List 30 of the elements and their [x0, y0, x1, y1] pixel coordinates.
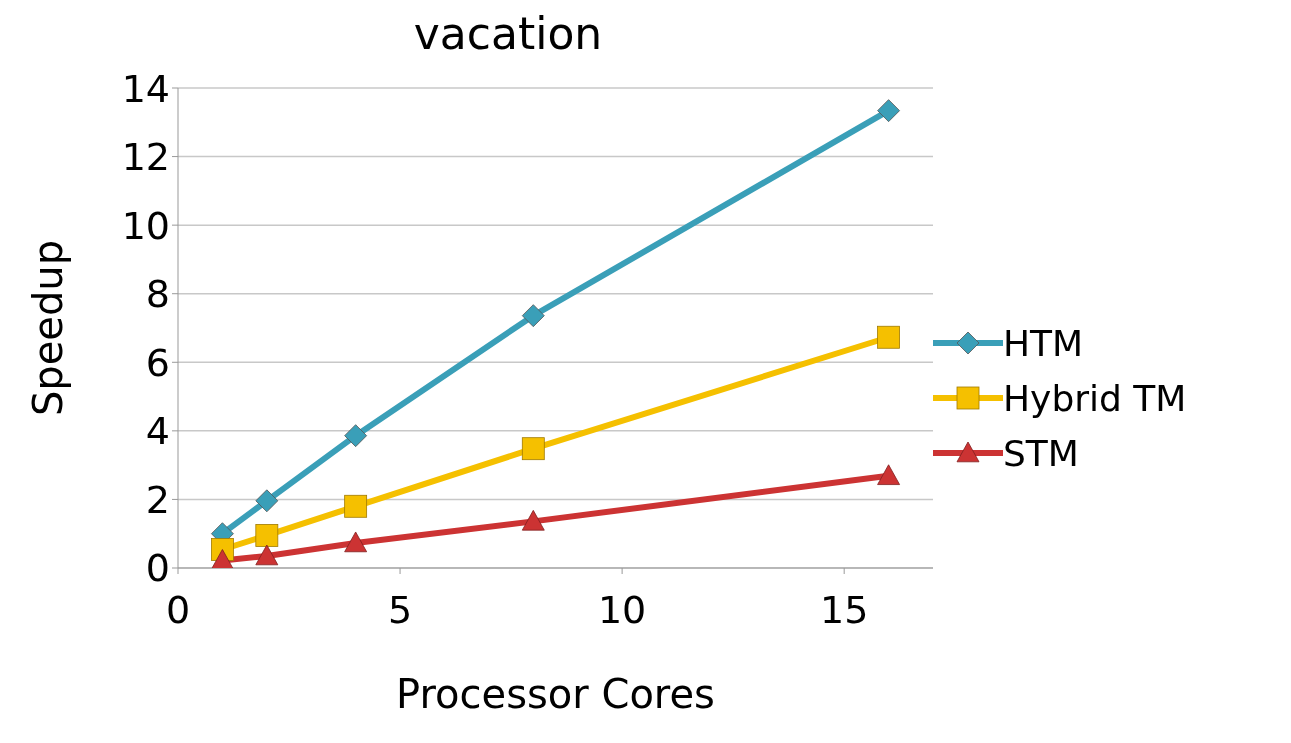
- point: [344, 494, 368, 518]
- y-tick-label: 10: [121, 203, 170, 248]
- point: [255, 544, 279, 566]
- point: [255, 524, 279, 547]
- point: [877, 325, 900, 349]
- point: [211, 549, 234, 568]
- point: [344, 531, 368, 553]
- point: [877, 99, 900, 123]
- y-tick-label: 14: [121, 66, 170, 111]
- y-tick-label: 4: [145, 409, 170, 454]
- point: [877, 464, 900, 485]
- legend-label: HTM: [1003, 322, 1084, 364]
- point: [344, 424, 368, 448]
- y-tick-label: 8: [145, 272, 170, 317]
- point: [521, 304, 545, 328]
- y-tick-label: 6: [145, 340, 170, 385]
- point: [521, 509, 545, 531]
- y-tick-label: 12: [121, 135, 170, 180]
- y-tick-label: 0: [145, 546, 170, 591]
- y-axis-title: Speedup: [25, 239, 72, 417]
- x-axis-title: Processor Cores: [396, 671, 715, 717]
- y-tick-label: 2: [145, 477, 170, 522]
- point: [255, 489, 279, 513]
- x-tick-label: 10: [597, 587, 647, 632]
- chart-title: vacation: [412, 8, 604, 61]
- legend-label: STM: [1003, 432, 1079, 474]
- x-tick-label: 15: [820, 587, 869, 632]
- point: [521, 437, 545, 461]
- x-tick-label: 5: [387, 587, 413, 632]
- legend-label: Hybrid TM: [1003, 377, 1187, 419]
